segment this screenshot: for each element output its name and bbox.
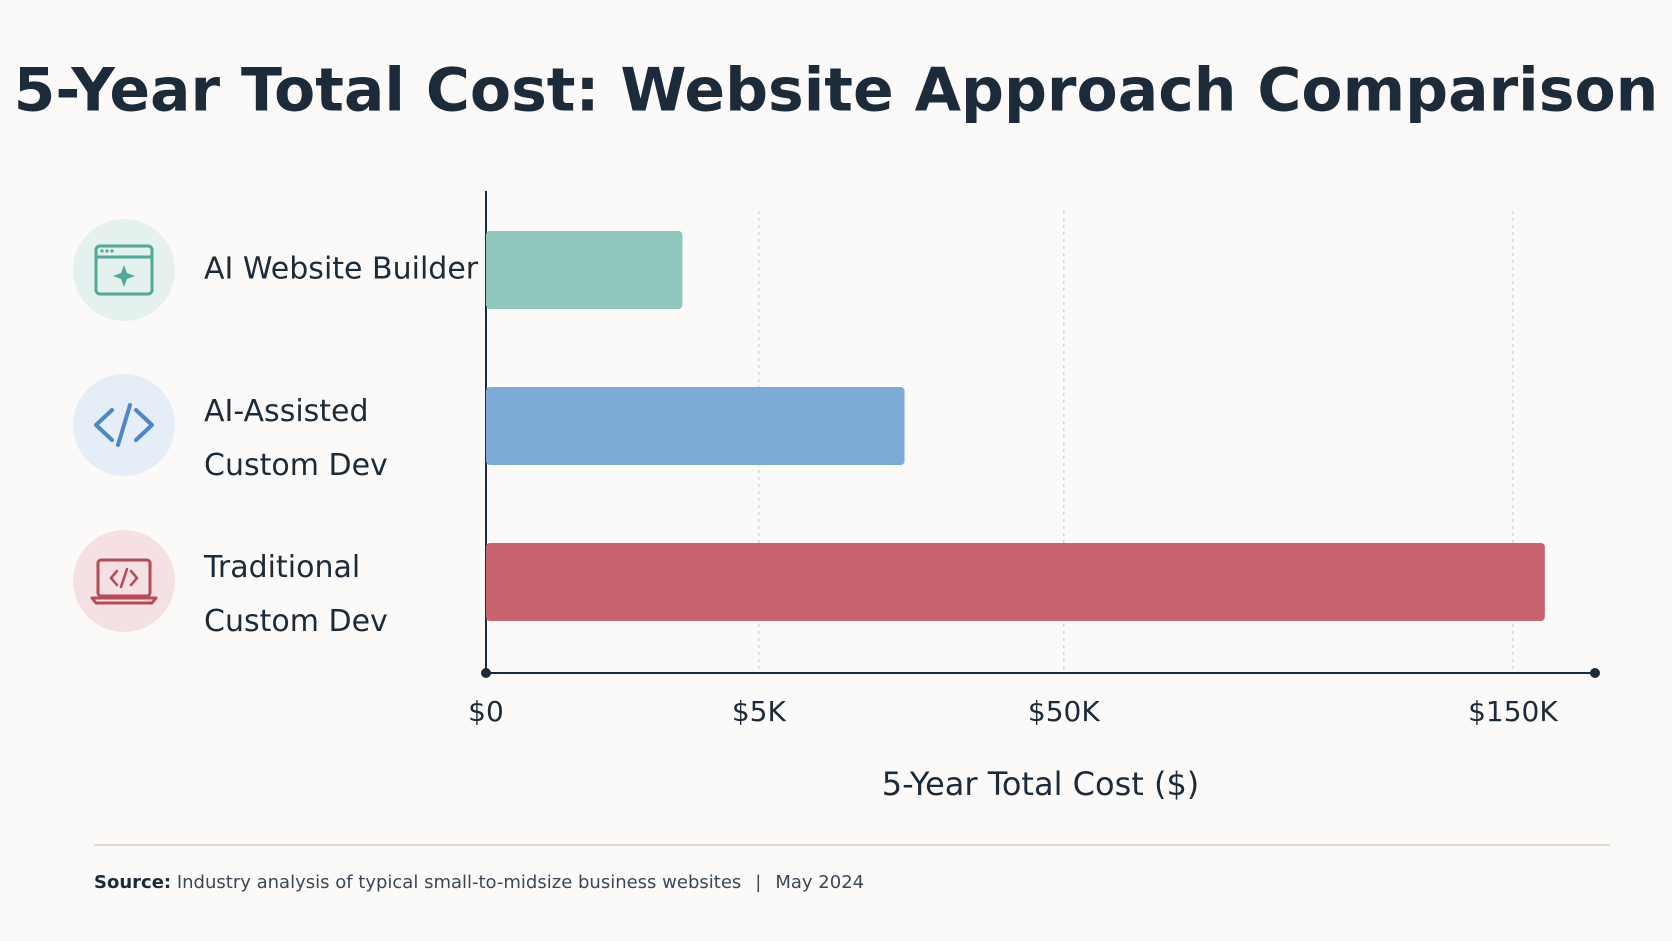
category-line: AI-Assisted	[204, 394, 369, 429]
category-label: Traditional Custom Dev	[203, 550, 388, 639]
chart-title: 5-Year Total Cost: Website Approach Comp…	[14, 56, 1659, 126]
icon-code	[73, 374, 175, 476]
axis-dot	[1590, 668, 1600, 678]
category-line: Custom Dev	[204, 604, 388, 639]
category-line: Traditional	[203, 550, 360, 585]
x-tick-label: $0	[468, 695, 504, 728]
source-label: Source:	[94, 872, 171, 893]
source: Industry analysis of typical small-to-mi…	[177, 872, 741, 893]
category-label: AI Website Builder	[204, 252, 479, 287]
date: May 2024	[775, 872, 864, 893]
bar	[486, 543, 1545, 621]
icon-laptop	[73, 530, 175, 632]
bar	[486, 231, 683, 309]
x-tick-label: $50K	[1028, 695, 1100, 728]
bar	[486, 387, 905, 465]
category-label: AI-Assisted Custom Dev	[204, 394, 388, 483]
separator: |	[755, 872, 761, 893]
x-tick-label: $5K	[732, 695, 787, 728]
category-line: Custom Dev	[204, 448, 388, 483]
x-axis-label: 5-Year Total Cost ($)	[882, 765, 1200, 803]
icon-builder	[73, 219, 175, 321]
axis-dot	[481, 668, 491, 678]
footer: Source: Industry analysis of typical sma…	[94, 872, 864, 893]
x-tick-label: $150K	[1468, 695, 1558, 728]
